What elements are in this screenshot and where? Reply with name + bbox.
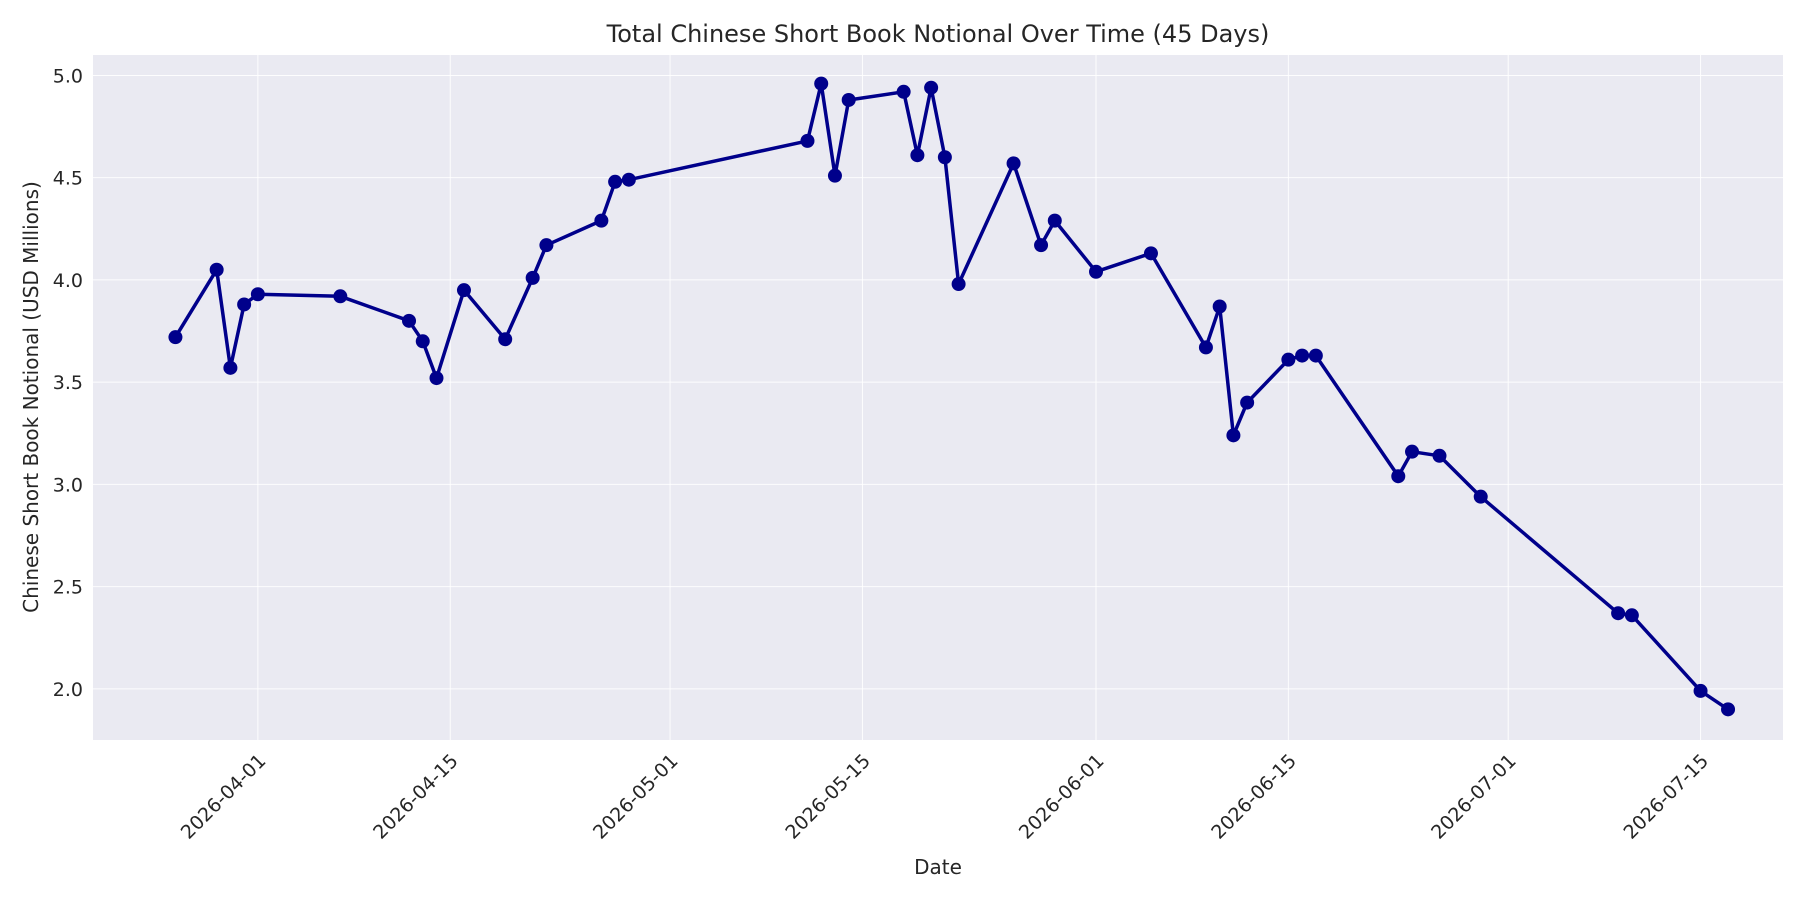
- data-point: [896, 84, 911, 99]
- data-point: [1047, 213, 1062, 228]
- data-point: [937, 150, 952, 165]
- y-axis-label: Chinese Short Book Notional (USD Million…: [19, 181, 43, 613]
- x-tick-label: 2026-05-15: [781, 750, 875, 844]
- y-tick-label: 4.0: [53, 270, 83, 292]
- data-point: [1143, 246, 1158, 261]
- data-point: [250, 287, 265, 302]
- data-point: [402, 313, 417, 328]
- data-point: [924, 80, 939, 95]
- data-point: [1308, 348, 1323, 363]
- data-point: [951, 277, 966, 292]
- data-point: [910, 148, 925, 163]
- x-axis-ticks: 2026-04-01 2026-04-15 2026-05-01 2026-05-15…: [177, 750, 1713, 844]
- data-point: [1391, 469, 1406, 484]
- plot-background: [93, 55, 1783, 740]
- y-tick-label: 5.0: [53, 65, 83, 87]
- data-point: [1212, 299, 1227, 314]
- data-point: [814, 76, 829, 91]
- data-point: [1473, 489, 1488, 504]
- data-point: [1721, 702, 1736, 717]
- data-points: [168, 76, 1736, 717]
- data-point: [525, 270, 540, 285]
- y-tick-label: 2.5: [53, 577, 83, 599]
- data-point: [594, 213, 609, 228]
- data-point: [1226, 428, 1241, 443]
- data-point: [237, 297, 252, 312]
- data-point: [1624, 608, 1639, 623]
- x-tick-label: 2026-04-01: [177, 750, 271, 844]
- data-point: [498, 332, 513, 347]
- data-point: [1034, 238, 1049, 253]
- data-point: [800, 133, 815, 148]
- data-point: [1089, 264, 1104, 279]
- data-point: [456, 283, 471, 298]
- data-point: [608, 174, 623, 189]
- x-tick-label: 2026-05-01: [589, 750, 683, 844]
- data-point: [841, 92, 856, 107]
- data-point: [1693, 683, 1708, 698]
- x-tick-label: 2026-07-15: [1619, 750, 1713, 844]
- x-tick-label: 2026-07-01: [1427, 750, 1521, 844]
- data-point: [621, 172, 636, 187]
- data-point: [333, 289, 348, 304]
- y-tick-label: 2.0: [53, 679, 83, 701]
- data-point: [1006, 156, 1021, 171]
- data-point: [1432, 448, 1447, 463]
- data-point: [168, 330, 183, 345]
- data-point: [1198, 340, 1213, 355]
- x-tick-label: 2026-06-15: [1207, 750, 1301, 844]
- data-point: [209, 262, 224, 277]
- data-point: [1295, 348, 1310, 363]
- data-point: [539, 238, 554, 253]
- data-point: [827, 168, 842, 183]
- data-point: [1405, 444, 1420, 459]
- y-tick-label: 3.0: [53, 474, 83, 496]
- data-point: [1611, 606, 1626, 621]
- chart-title: Total Chinese Short Book Notional Over T…: [606, 20, 1270, 48]
- y-axis-ticks: 2.0 2.5 3.0 3.5 4.0 4.5 5.0: [53, 65, 83, 700]
- data-point: [1240, 395, 1255, 410]
- x-axis-label: Date: [914, 855, 962, 879]
- data-point: [429, 371, 444, 386]
- y-tick-label: 3.5: [53, 372, 83, 394]
- y-tick-label: 4.5: [53, 168, 83, 190]
- data-point: [223, 360, 238, 375]
- x-tick-label: 2026-06-01: [1015, 750, 1109, 844]
- data-point: [415, 334, 430, 349]
- x-tick-label: 2026-04-15: [369, 750, 463, 844]
- data-point: [1281, 352, 1296, 367]
